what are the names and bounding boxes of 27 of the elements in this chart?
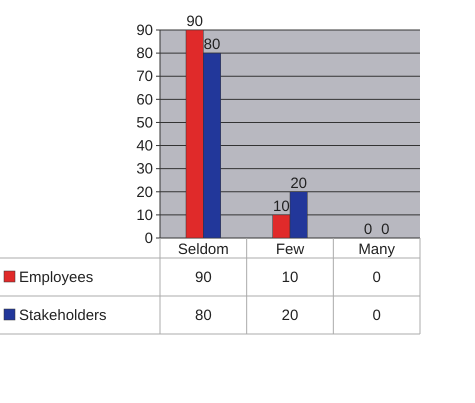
y-tick-label: 20 <box>136 184 153 201</box>
annotation: 80 <box>204 36 220 54</box>
y-tick-label: 80 <box>136 45 153 62</box>
x-tick-label: Few <box>276 241 304 258</box>
data-label: 10 <box>282 269 298 286</box>
legend-label: Employees <box>19 269 94 286</box>
annotation: 20 <box>290 174 308 192</box>
y-tick-label: 0 <box>144 230 153 247</box>
y-tick-label: 30 <box>136 160 153 178</box>
annotation: 90 <box>186 13 204 30</box>
x-tick-label: Seldom <box>178 241 229 258</box>
annotation: 0 <box>381 221 390 238</box>
y-tick-label: 60 <box>136 91 153 108</box>
y-tick-label: 70 <box>136 68 153 86</box>
annotation: 10 <box>272 198 290 215</box>
legend-label: Stakeholders <box>19 307 107 324</box>
data-label: 20 <box>282 307 298 324</box>
y-tick-label: 10 <box>136 206 153 224</box>
data-label: 0 <box>372 269 381 286</box>
data-label: 90 <box>194 269 212 286</box>
y-tick-label: 50 <box>136 114 153 132</box>
y-tick-label: 90 <box>136 22 153 39</box>
annotation: 0 <box>364 221 372 238</box>
data-label: 0 <box>372 307 381 324</box>
data-label: 80 <box>194 307 212 324</box>
x-tick-label: Many <box>358 241 396 258</box>
y-tick-label: 40 <box>136 138 153 155</box>
